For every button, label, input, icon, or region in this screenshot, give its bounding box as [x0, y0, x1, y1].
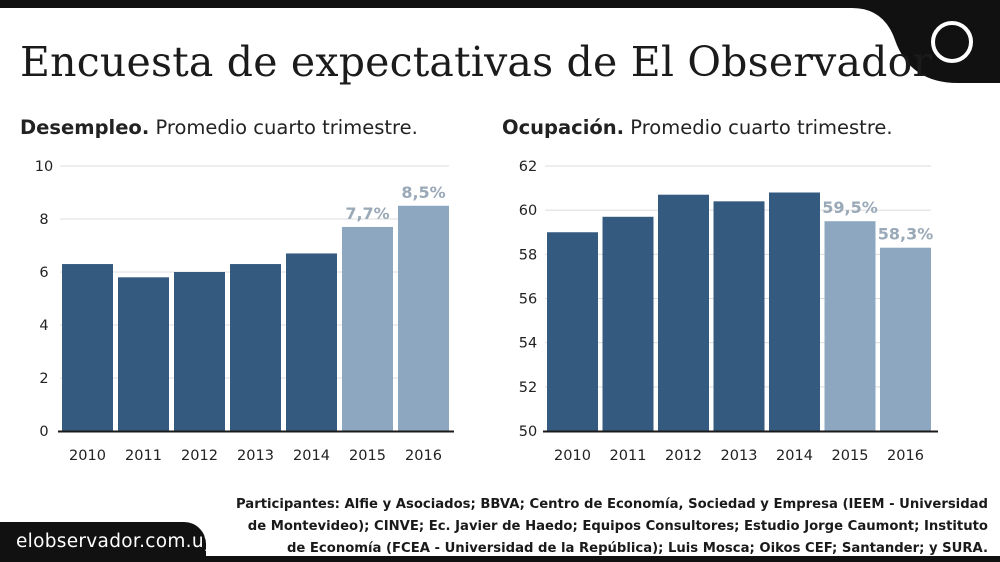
x-tick-label: 2016 — [887, 448, 924, 464]
bar-2014 — [286, 253, 337, 431]
bar-2012 — [658, 194, 709, 431]
x-tick-label: 2011 — [125, 448, 162, 464]
y-tick-label: 62 — [519, 159, 537, 175]
bar-2013 — [713, 201, 765, 431]
y-tick-label: 54 — [519, 336, 537, 352]
x-tick-label: 2013 — [237, 448, 274, 464]
chart-title-rest: Promedio cuarto trimestre. — [630, 116, 893, 139]
x-tick-label: 2011 — [610, 448, 647, 464]
chart-title-desempleo: Desempleo. Promedio cuarto trimestre. — [20, 116, 418, 139]
chart-title-rest: Promedio cuarto trimestre. — [155, 116, 418, 139]
page-title: Encuesta de expectativas de El Observado… — [20, 38, 933, 86]
y-tick-label: 50 — [519, 424, 537, 440]
x-tick-label: 2014 — [293, 448, 330, 464]
y-tick-label: 10 — [35, 159, 53, 175]
chart-title-bold: Ocupación. — [502, 116, 625, 139]
y-tick-label: 60 — [519, 203, 537, 219]
x-tick-label: 2015 — [349, 448, 386, 464]
bar-2010 — [547, 232, 598, 431]
data-label: 7,7% — [345, 204, 389, 223]
x-tick-label: 2012 — [665, 448, 702, 464]
x-tick-label: 2016 — [405, 448, 442, 464]
x-tick-label: 2012 — [181, 448, 218, 464]
x-tick-label: 2014 — [776, 448, 813, 464]
y-tick-label: 6 — [39, 265, 48, 281]
data-label: 59,5% — [822, 198, 878, 217]
y-tick-label: 0 — [39, 424, 48, 440]
y-tick-label: 58 — [519, 247, 537, 263]
top-band — [0, 0, 1000, 8]
bar-2016 — [880, 247, 931, 431]
y-tick-label: 52 — [519, 380, 537, 396]
data-label: 8,5% — [401, 183, 445, 202]
x-tick-label: 2013 — [721, 448, 758, 464]
bar-2014 — [769, 192, 820, 431]
x-tick-label: 2010 — [69, 448, 106, 464]
bar-2011 — [602, 216, 654, 431]
participants-note: Participantes: Alfie y Asociados; BBVA; … — [235, 497, 988, 556]
y-tick-label: 2 — [39, 371, 48, 387]
bar-2011 — [118, 277, 169, 431]
bar-2016 — [398, 205, 449, 431]
chart-title-bold: Desempleo. — [20, 116, 150, 139]
bar-2013 — [230, 264, 281, 431]
site-brand[interactable]: elobservador.com.uy — [0, 522, 215, 562]
bar-2015 — [824, 221, 876, 431]
bar-2010 — [62, 264, 113, 431]
data-label: 58,3% — [878, 225, 934, 244]
y-tick-label: 8 — [39, 212, 48, 228]
x-tick-label: 2015 — [832, 448, 869, 464]
y-tick-label: 56 — [519, 292, 537, 308]
y-tick-label: 4 — [39, 318, 48, 334]
bar-2015 — [342, 226, 393, 431]
bar-2012 — [174, 272, 225, 431]
chart-title-ocupacion: Ocupación. Promedio cuarto trimestre. — [502, 116, 893, 139]
x-tick-label: 2010 — [554, 448, 591, 464]
